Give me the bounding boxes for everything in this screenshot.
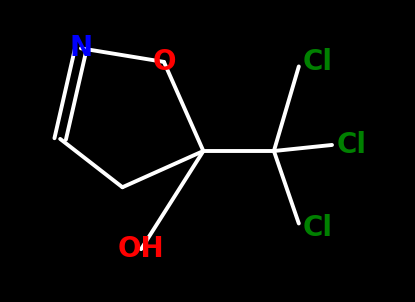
Text: N: N <box>69 34 93 62</box>
Text: Cl: Cl <box>336 131 366 159</box>
Text: O: O <box>152 48 176 76</box>
Text: Cl: Cl <box>303 48 333 76</box>
Text: OH: OH <box>118 235 164 263</box>
Text: Cl: Cl <box>303 214 333 242</box>
